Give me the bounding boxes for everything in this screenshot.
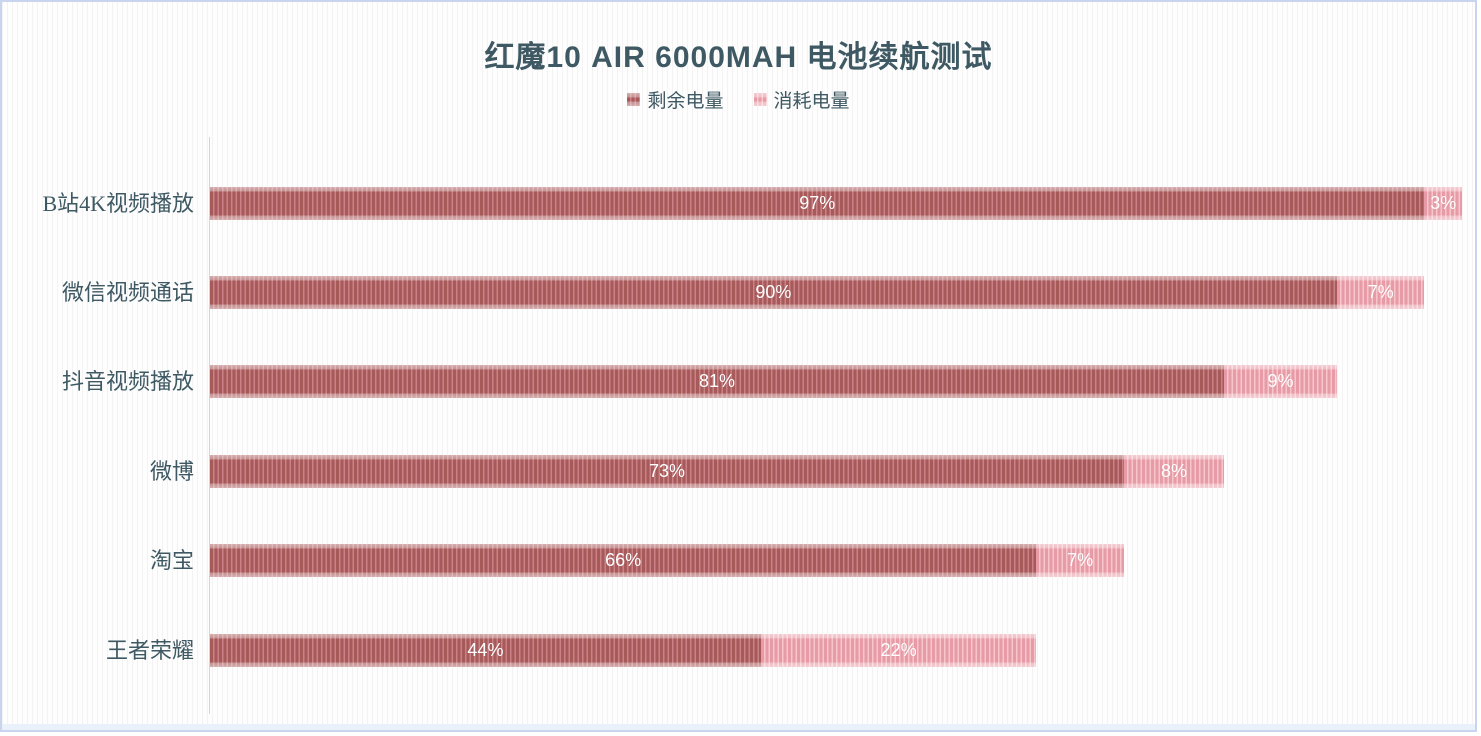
- value-label: 97%: [799, 192, 836, 213]
- value-label: 44%: [467, 639, 504, 660]
- value-label: 7%: [1367, 281, 1394, 302]
- plot-area: B站4K视频播放 97% 3% 微信视频通话 90% 7% 抖音视频播放 81% 9% 微博 73%…: [2, 137, 1475, 714]
- table-row: 抖音视频播放 81% 9%: [2, 365, 1475, 399]
- legend-item-0: 剩余电量: [627, 86, 724, 113]
- category-label: 王者荣耀: [105, 637, 194, 663]
- bar-segment-remaining: 44%: [210, 633, 761, 667]
- legend-label: 剩余电量: [647, 91, 724, 112]
- legend-swatch-icon: [627, 93, 641, 106]
- y-axis-line: [209, 137, 210, 714]
- bar-segment-remaining: 90%: [210, 275, 1337, 309]
- stacked-bar: 97% 3%: [210, 186, 1462, 220]
- bar-segment-consumed: 7%: [1036, 544, 1124, 578]
- table-row: 微博 73% 8%: [2, 454, 1475, 488]
- stacked-bar: 81% 9%: [210, 365, 1337, 399]
- bar-segment-remaining: 66%: [210, 544, 1037, 578]
- category-label: B站4K视频播放: [42, 190, 194, 216]
- value-label: 3%: [1430, 192, 1457, 213]
- chart-legend: 剩余电量 消耗电量: [2, 86, 1475, 113]
- stacked-bar: 73% 8%: [210, 454, 1225, 488]
- legend-label: 消耗电量: [773, 91, 850, 112]
- category-label: 微信视频通话: [61, 279, 194, 305]
- category-label: 淘宝: [149, 548, 194, 574]
- value-label: 90%: [755, 281, 792, 302]
- table-row: 淘宝 66% 7%: [2, 544, 1475, 578]
- bar-segment-remaining: 73%: [210, 454, 1124, 488]
- table-row: B站4K视频播放 97% 3%: [2, 186, 1475, 220]
- value-label: 8%: [1161, 460, 1188, 481]
- value-label: 7%: [1067, 550, 1094, 571]
- bar-segment-consumed: 8%: [1123, 454, 1225, 488]
- bar-segment-remaining: 97%: [210, 186, 1425, 220]
- value-label: 81%: [699, 371, 736, 392]
- bar-segment-consumed: 7%: [1336, 275, 1425, 309]
- bar-segment-consumed: 9%: [1224, 365, 1337, 399]
- value-label: 73%: [648, 460, 685, 481]
- category-label: 抖音视频播放: [61, 369, 194, 395]
- value-label: 66%: [605, 550, 642, 571]
- chart-title: 红魔10 AIR 6000MAH 电池续航测试: [484, 41, 993, 74]
- category-label: 微博: [149, 458, 194, 484]
- bar-segment-remaining: 81%: [210, 365, 1225, 399]
- legend-item-1: 消耗电量: [753, 86, 850, 113]
- table-row: 微信视频通话 90% 7%: [2, 275, 1475, 309]
- bar-segment-consumed: 3%: [1424, 186, 1462, 220]
- bar-segment-consumed: 22%: [760, 633, 1037, 667]
- table-row: 王者荣耀 44% 22%: [2, 633, 1475, 667]
- stacked-bar: 66% 7%: [210, 544, 1124, 578]
- stacked-bar: 44% 22%: [210, 633, 1037, 667]
- stacked-bar: 90% 7%: [210, 275, 1425, 309]
- value-label: 9%: [1267, 371, 1294, 392]
- value-label: 22%: [880, 639, 917, 660]
- legend-swatch-icon: [753, 93, 767, 106]
